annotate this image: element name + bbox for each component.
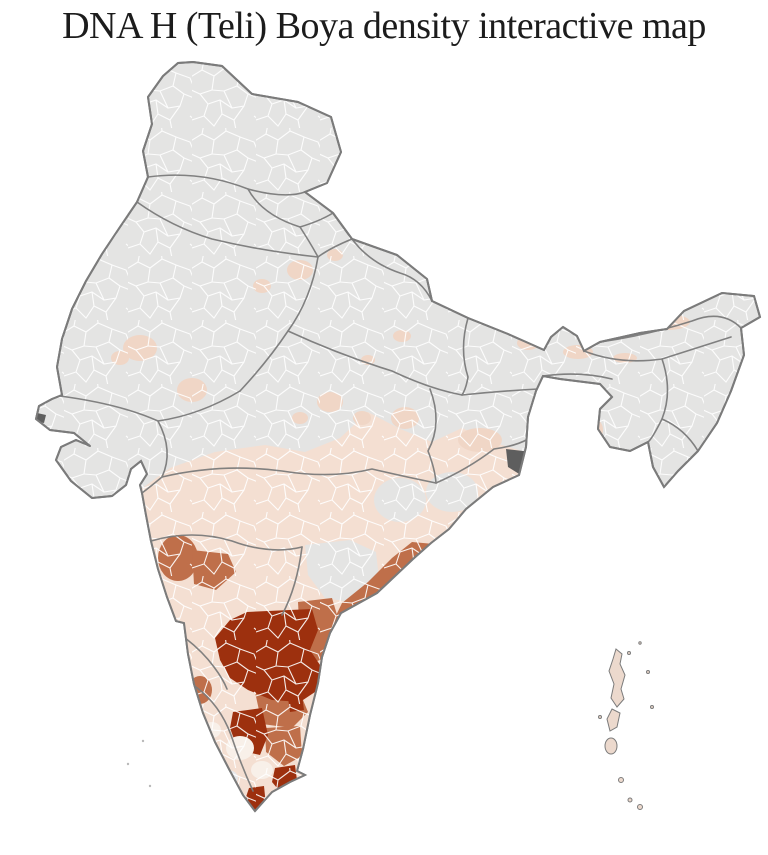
lakshadweep-islands[interactable] [126, 739, 152, 788]
state-boundaries [59, 174, 742, 792]
district-boundaries-texture [36, 62, 760, 811]
andaman-nicobar-islands[interactable] [598, 641, 654, 810]
page-title: DNA H (Teli) Boya density interactive ma… [62, 5, 706, 47]
